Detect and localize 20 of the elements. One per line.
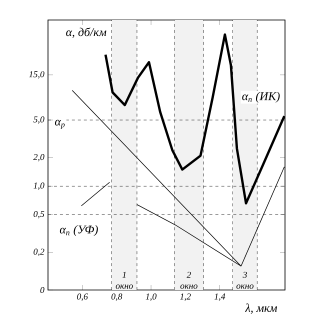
band-label: 2 окно <box>180 272 198 289</box>
x-tick-label: 1,2 <box>180 294 191 301</box>
y-axis-title: α, дб/км <box>66 28 106 38</box>
x-tick-label: 0,8 <box>111 294 122 301</box>
x-axis-title: λ, мкм <box>245 303 278 314</box>
band-label: 1 окно <box>116 272 133 289</box>
y-tick-label: 0,2 <box>34 248 44 256</box>
x-tick-label: 0,6 <box>77 294 88 301</box>
annotation: α$_{п}$ (УФ) <box>60 225 98 236</box>
y-tick-label: 5,0 <box>33 116 44 124</box>
y-tick-label: 0,5 <box>34 210 44 218</box>
y-tick-label: 2,0 <box>33 154 44 162</box>
y-tick-label: 15,0 <box>29 71 44 79</box>
band-label: 3 окно <box>236 272 254 289</box>
x-tick-label: 1,4 <box>214 294 226 301</box>
y-tick-label: 1,0 <box>34 182 44 190</box>
x-tick-label: 1,0 <box>146 294 157 301</box>
y-tick-label: 0 <box>40 286 44 294</box>
annotation: α$_{р}$ <box>55 120 65 129</box>
annotation: α$_{п}$ (ИК) <box>242 92 280 103</box>
